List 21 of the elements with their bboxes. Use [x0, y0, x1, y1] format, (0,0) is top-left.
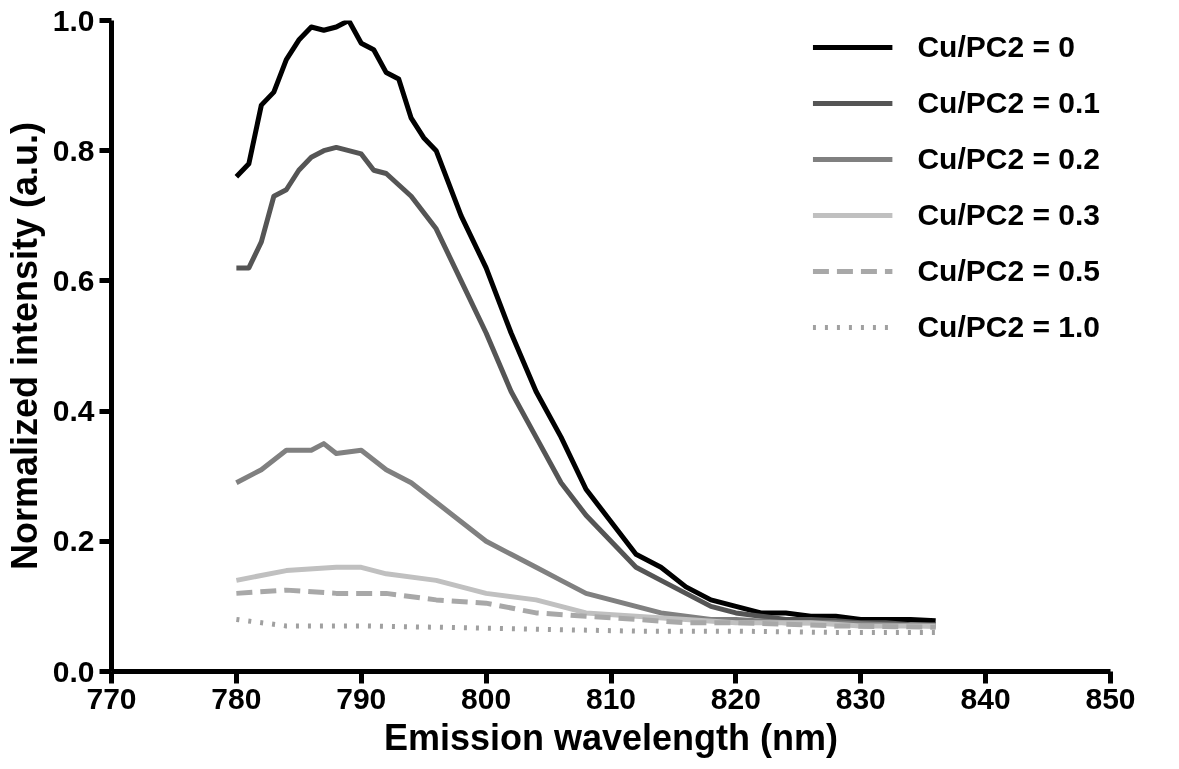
legend-label: Cu/PC2 = 0.1 — [917, 86, 1100, 120]
legend-label: Cu/PC2 = 0 — [917, 30, 1075, 64]
y-axis-title: Normalized intensity (a.u.) — [3, 121, 45, 571]
x-tick-label: 840 — [960, 681, 1011, 715]
y-tick-label: 1.0 — [52, 3, 95, 37]
y-tick-label: 0.6 — [52, 263, 95, 297]
y-tick-label: 0.4 — [52, 394, 95, 428]
legend-label: Cu/PC2 = 0.3 — [917, 198, 1100, 232]
x-tick-label: 850 — [1085, 681, 1136, 715]
x-tick-label: 790 — [336, 681, 387, 715]
x-tick-label: 800 — [461, 681, 512, 715]
x-tick-label: 820 — [710, 681, 761, 715]
x-tick-label: 810 — [585, 681, 637, 715]
x-tick-label: 780 — [211, 681, 262, 715]
y-tick-label: 0.2 — [52, 524, 95, 558]
legend-label: Cu/PC2 = 1.0 — [917, 310, 1100, 344]
x-tick-label: 830 — [835, 681, 886, 715]
x-axis-title: Emission wavelength (nm) — [383, 716, 839, 758]
y-tick-label: 0.8 — [52, 133, 95, 167]
legend-label: Cu/PC2 = 0.2 — [917, 142, 1100, 176]
legend-label: Cu/PC2 = 0.5 — [917, 254, 1100, 288]
